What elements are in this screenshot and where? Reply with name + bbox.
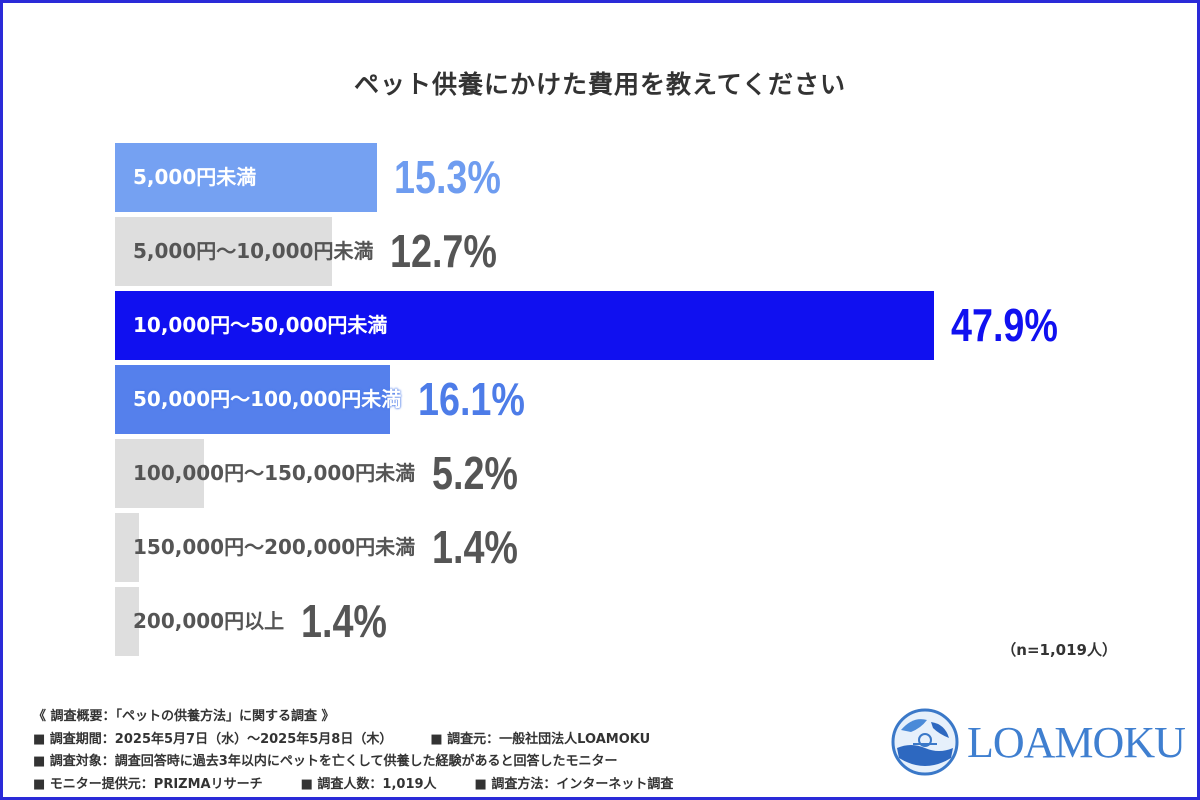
chart-title: ペット供養にかけた費用を教えてください [353,70,846,99]
value-label: 1.4% [432,521,518,573]
survey-target: ■ 調査対象：調査回答時に過去3年以内にペットを亡くして供養した経験があると回答… [33,754,618,769]
category-label: 5,000円未満 [133,165,257,189]
survey-overview: 《 調査概要：「ペットの供養方法」に関する調査 》 ■ 調査期間：2025年5月… [33,706,711,796]
category-label: 150,000円～200,000円未満 [133,535,416,559]
value-label: 47.9% [951,299,1059,351]
category-label: 200,000円以上 [133,609,285,633]
bar [115,587,139,656]
bar-row: 5,000円未満 15.3% [115,143,1115,212]
loamoku-logo: LOAMOKU [891,708,1186,776]
survey-heading: 《 調査概要：「ペットの供養方法」に関する調査 》 [33,709,335,724]
value-label: 1.4% [301,595,387,647]
bar-row: 200,000円以上 1.4% [115,587,1115,656]
bar [115,439,204,508]
value-label: 16.1% [418,373,525,425]
value-label: 12.7% [390,225,497,277]
bar [115,513,139,582]
bar [115,291,935,360]
survey-provider: ■ モニター提供元：PRIZMAリサーチ [33,776,263,792]
bar [115,365,391,434]
bar-row: 50,000円～100,000円未満 16.1% [115,365,1115,434]
category-label: 50,000円～100,000円未満 [133,387,402,411]
sample-size-note: （n=1,019人） [1001,641,1117,659]
bar [115,217,333,286]
bar-row: 100,000円～150,000円未満 5.2% [115,439,1115,508]
survey-line: ■ モニター提供元：PRIZMAリサーチ ■ 調査人数：1,019人 ■ 調査方法：… [33,774,711,797]
logo-text: LOAMOKU [967,717,1186,767]
category-label: 100,000円～150,000円未満 [133,461,416,485]
survey-period: ■ 調査期間：2025年5月7日（水）～2025年5月8日（木） [33,731,393,747]
survey-source: ■ 調査元：一般社団法人LOAMOKU [430,731,651,747]
bar [115,143,377,212]
survey-line: ■ 調査対象：調査回答時に過去3年以内にペットを亡くして供養した経験があると回答… [33,751,711,774]
survey-method: ■ 調査方法：インターネット調査 [474,776,674,792]
value-label: 15.3% [393,151,501,203]
logo-emblem-icon [891,708,959,776]
survey-count: ■ 調査人数：1,019人 [300,776,437,792]
category-label: 5,000円～10,000円未満 [133,239,374,263]
value-label: 5.2% [432,447,518,499]
bar-row: 150,000円～200,000円未満 1.4% [115,513,1115,582]
bar-row: 5,000円～10,000円未満 12.7% [115,217,1115,286]
bar-row: 10,000円～50,000円未満 47.9% [115,291,1115,360]
survey-line: ■ 調査期間：2025年5月7日（水）～2025年5月8日（木） ■ 調査元：一般… [33,729,711,752]
survey-line: 《 調査概要：「ペットの供養方法」に関する調査 》 [33,706,711,729]
category-label: 10,000円～50,000円未満 [133,313,388,337]
